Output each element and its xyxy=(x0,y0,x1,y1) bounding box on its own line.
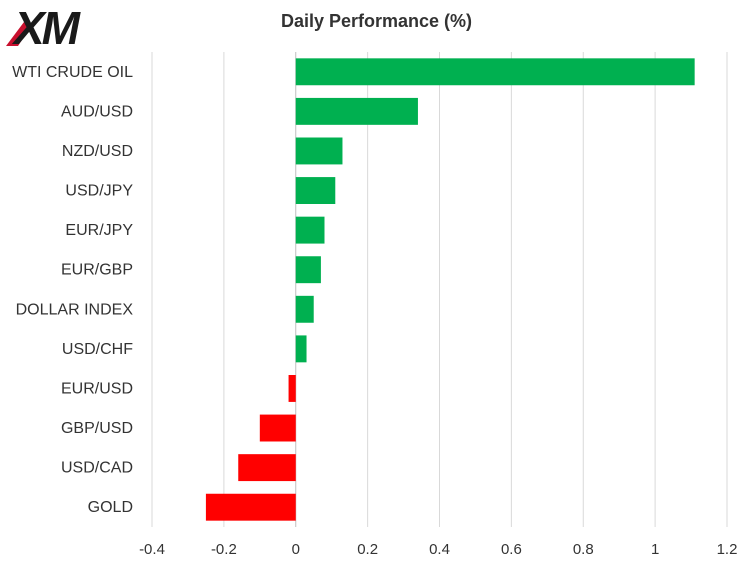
bar-5 xyxy=(295,256,321,284)
category-label: GOLD xyxy=(88,499,133,516)
category-labels: WTI CRUDE OIL AUD/USD NZD/USD USD/JPY EUR/JP… xyxy=(12,64,133,516)
bar-3 xyxy=(295,177,336,204)
category-label: USD/CHF xyxy=(62,341,133,358)
category-label: GBP/USD xyxy=(61,420,133,437)
bar-1 xyxy=(295,97,418,125)
bar-0 xyxy=(295,58,695,86)
bar-6 xyxy=(295,295,314,323)
chart-title: Daily Performance (%) xyxy=(280,11,473,31)
category-label: WTI CRUDE OIL xyxy=(12,64,133,81)
x-tick-label: 0.2 xyxy=(357,541,378,558)
x-tick-label: 1.2 xyxy=(717,541,738,558)
x-tick-label: -0.4 xyxy=(139,541,165,558)
bar-2 xyxy=(295,137,343,165)
xm-logo: XM xyxy=(6,2,85,48)
grid-lines xyxy=(151,52,728,527)
x-tick-label: 1 xyxy=(651,541,659,558)
category-label: EUR/USD xyxy=(61,380,133,397)
x-tick-label: 0.4 xyxy=(429,541,450,558)
x-tick-label: 0.8 xyxy=(573,541,594,558)
category-label: EUR/GBP xyxy=(61,262,133,279)
logo-accent-stripe xyxy=(6,22,30,46)
category-label: USD/CAD xyxy=(61,460,133,477)
bar-11 xyxy=(205,493,296,521)
x-tick-label: -0.2 xyxy=(211,541,237,558)
bar-4 xyxy=(295,216,325,244)
category-label: USD/JPY xyxy=(65,183,133,200)
category-label: EUR/JPY xyxy=(65,222,133,239)
category-label: NZD/USD xyxy=(62,143,133,160)
x-tick-label: 0 xyxy=(292,541,300,558)
category-label: DOLLAR INDEX xyxy=(16,301,134,318)
bar-8 xyxy=(288,375,296,402)
logo-text: XM xyxy=(11,2,82,48)
bar-9 xyxy=(259,414,296,442)
x-tick-label: 0.6 xyxy=(501,541,522,558)
category-label: AUD/USD xyxy=(61,103,133,120)
tick-labels: -0.4 -0.2 0 0.2 0.4 0.6 0.8 1 1.2 xyxy=(139,541,737,558)
bar-10 xyxy=(238,454,296,482)
bar-7 xyxy=(295,335,307,363)
bars xyxy=(205,58,695,521)
